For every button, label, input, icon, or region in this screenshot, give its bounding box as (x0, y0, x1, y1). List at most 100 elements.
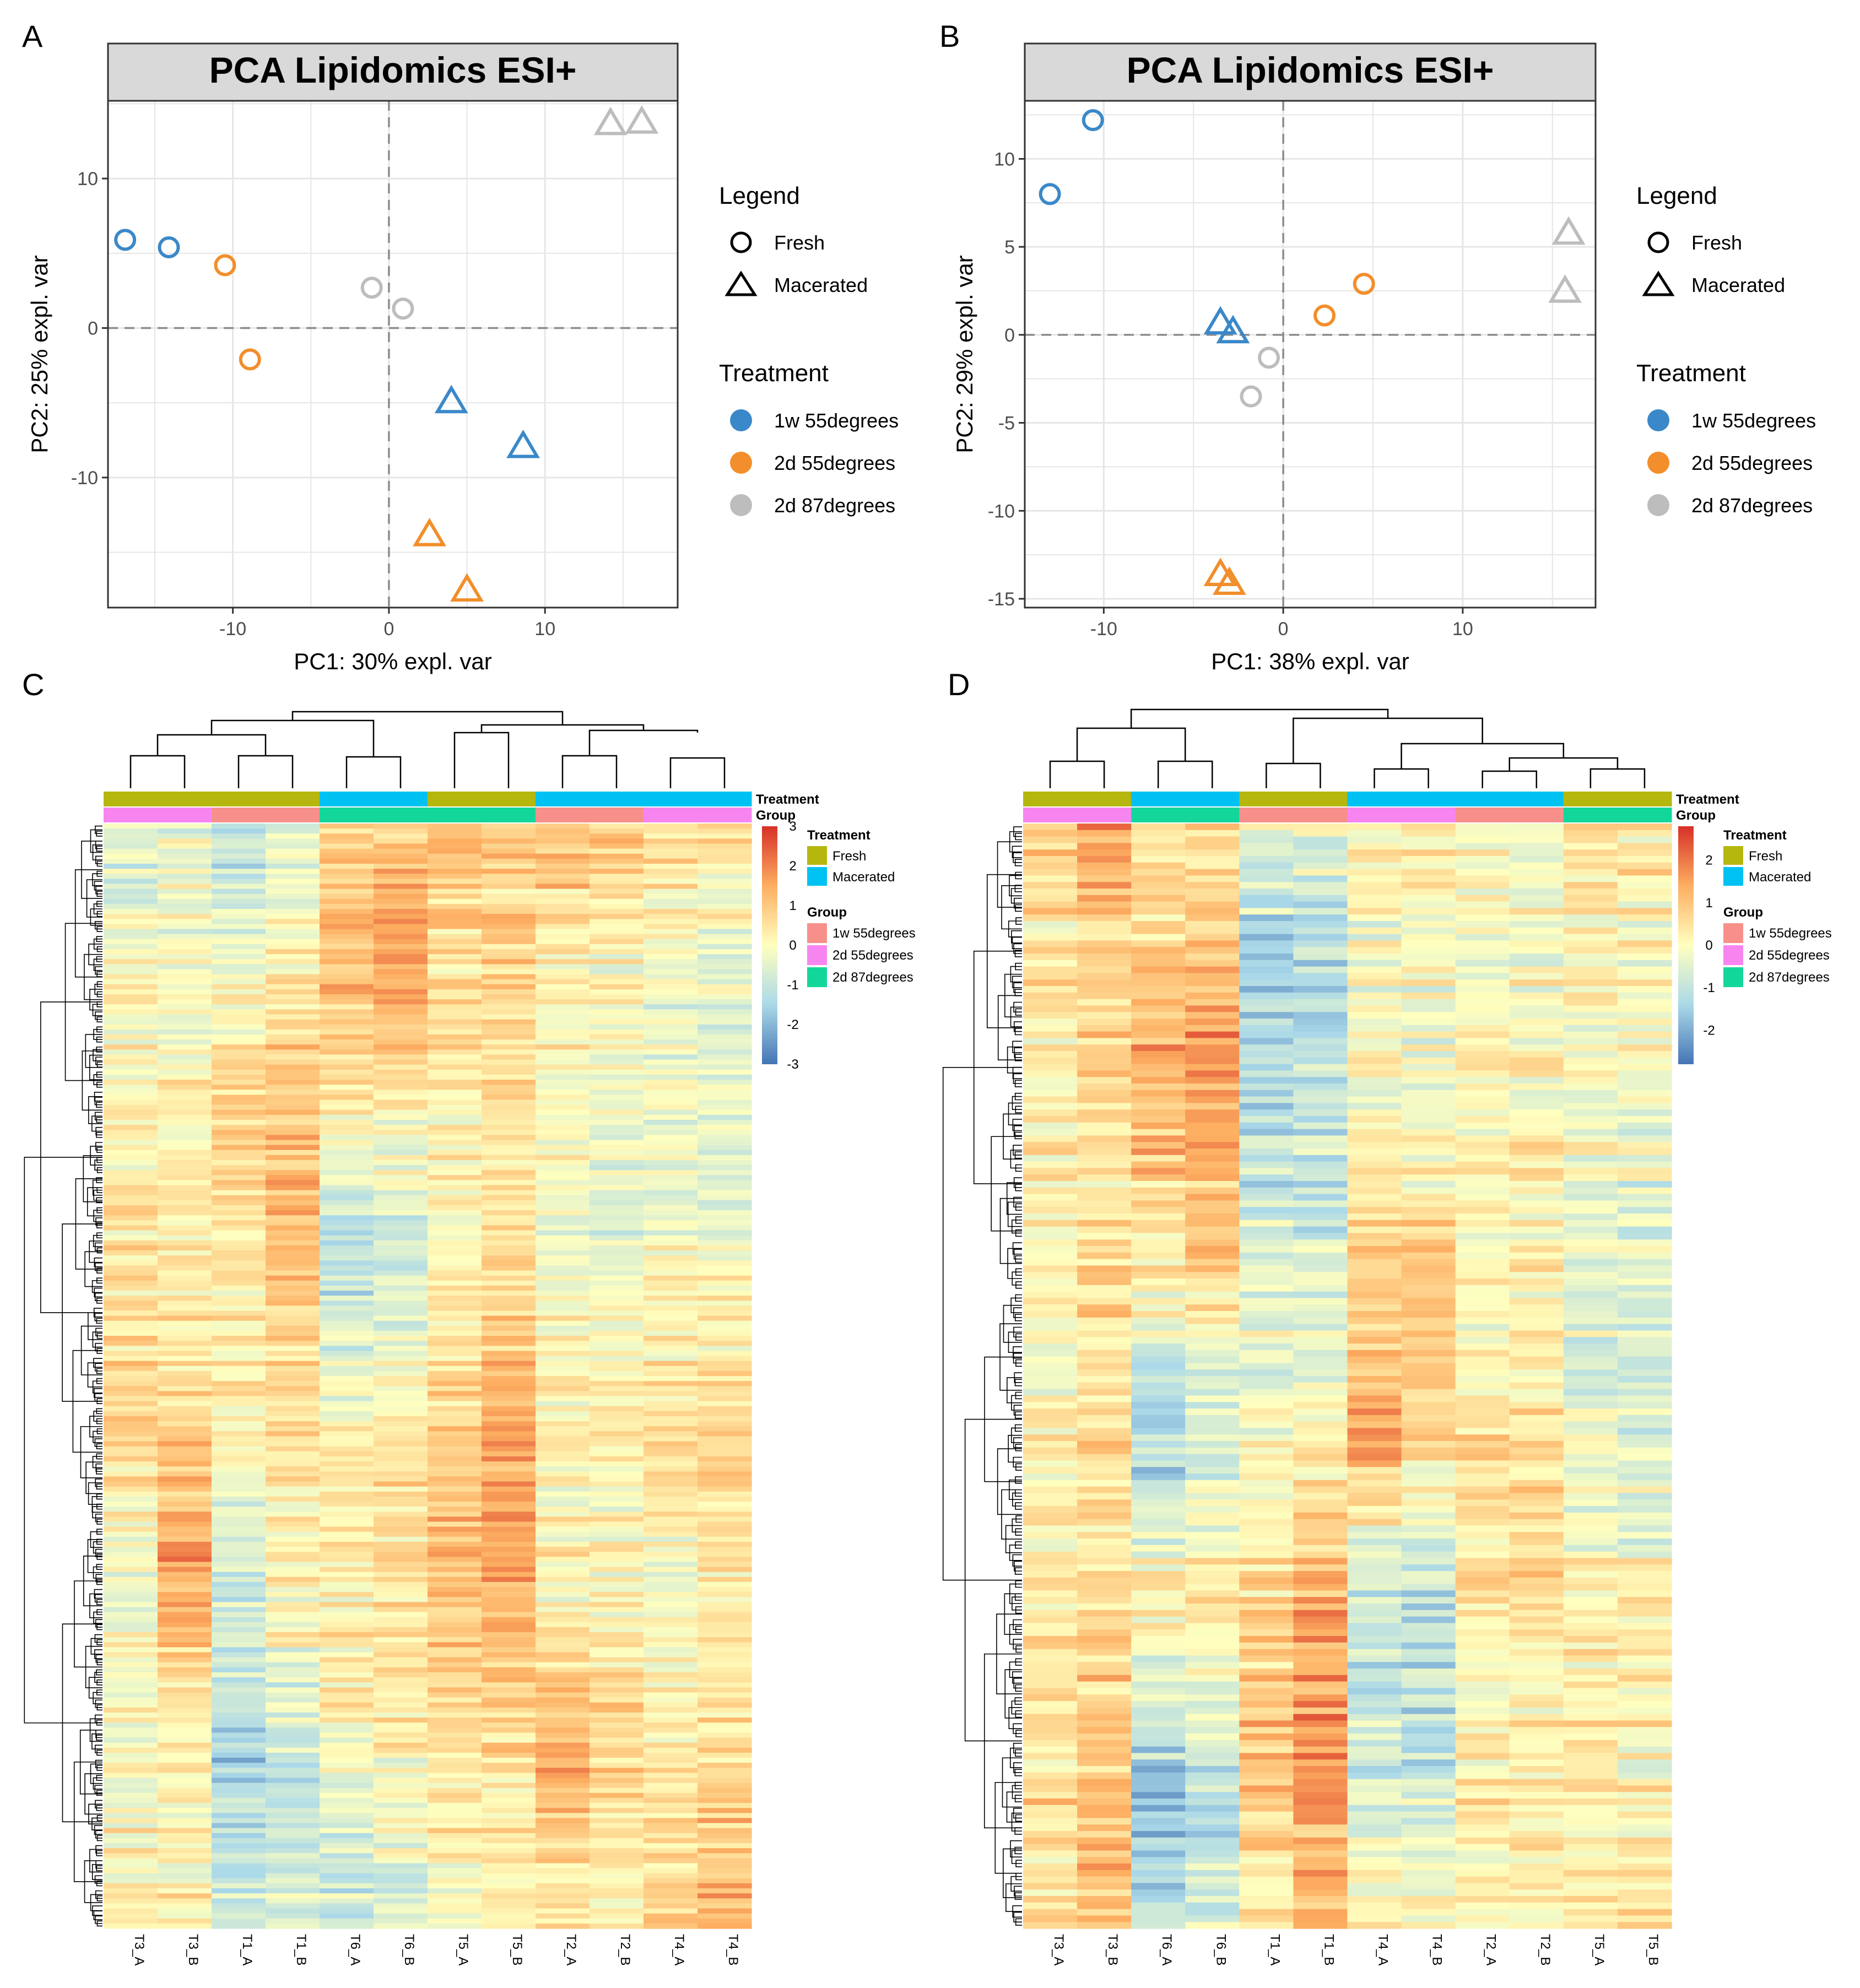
heatmap-cell (1077, 1369, 1132, 1377)
heatmap-cell (1077, 869, 1132, 876)
heatmap-cell (212, 1592, 266, 1597)
heatmap-cell (320, 934, 374, 940)
heatmap-cell (1347, 999, 1402, 1006)
heatmap-cell (644, 1416, 698, 1422)
heatmap-cell (590, 1054, 644, 1060)
heatmap-cell (1023, 875, 1078, 882)
heatmap-cell (644, 1707, 698, 1713)
heatmap-cell (1347, 914, 1402, 922)
heatmap-cell (320, 1602, 374, 1608)
heatmap-cell (428, 1908, 482, 1914)
heatmap-cell (266, 1341, 320, 1346)
heatmap-cell (320, 1296, 374, 1301)
heatmap-cell (1239, 1051, 1294, 1058)
annotation-name-treatment: Treatment (756, 792, 819, 807)
heatmap-cell (1563, 1246, 1618, 1253)
heatmap-cell (1455, 1324, 1510, 1331)
heatmap-cell (482, 853, 536, 859)
heatmap-cell (1185, 1279, 1240, 1286)
heatmap-cell (590, 1461, 644, 1467)
heatmap-cell (266, 1451, 320, 1457)
heatmap-cell (536, 1612, 590, 1618)
heatmap-cell (536, 1054, 590, 1060)
heatmap-cell (1455, 1655, 1510, 1662)
heatmap-cell (158, 1873, 212, 1879)
y-tick-label: 10 (77, 169, 98, 189)
heatmap-cell (320, 1095, 374, 1101)
heatmap-cell (698, 903, 752, 909)
heatmap-cell (1617, 1519, 1672, 1526)
heatmap-cell (644, 1547, 698, 1552)
heatmap-cell (536, 1306, 590, 1312)
heatmap-cell (590, 1833, 644, 1839)
heatmap-cell (266, 1757, 320, 1763)
heatmap-cell (320, 1346, 374, 1352)
heatmap-cell (158, 1085, 212, 1090)
heatmap-cell (1401, 1604, 1456, 1611)
heatmap-cell (1401, 1486, 1456, 1493)
heatmap-cell (1401, 1409, 1456, 1416)
heatmap-cell (266, 1336, 320, 1341)
heatmap-cell (1239, 1031, 1294, 1038)
heatmap-cell (1239, 1019, 1294, 1026)
heatmap-cell (1077, 1090, 1132, 1097)
heatmap-cell (1293, 1655, 1348, 1662)
heatmap-cell (698, 1662, 752, 1668)
group-annotation-cell (1185, 808, 1240, 822)
heatmap-cell (482, 1677, 536, 1683)
heatmap-cell (1185, 1571, 1240, 1578)
heatmap-cell (1401, 862, 1456, 870)
heatmap-cell (1563, 1344, 1618, 1351)
heatmap-cell (1347, 1155, 1402, 1162)
heatmap-cell (1509, 1785, 1564, 1792)
heatmap-cell (428, 869, 482, 874)
heatmap-cell (320, 1516, 374, 1523)
heatmap-cell (1347, 1298, 1402, 1305)
heatmap-cell (1185, 1675, 1240, 1682)
heatmap-cell (1617, 1421, 1672, 1428)
heatmap-cell (1239, 1844, 1294, 1851)
heatmap-cell (590, 979, 644, 985)
heatmap-cell (1185, 1824, 1240, 1832)
heatmap-cell (482, 989, 536, 995)
heatmap-cell (266, 1667, 320, 1673)
heatmap-cell (698, 1366, 752, 1372)
heatmap-cell (212, 1712, 266, 1718)
heatmap-cell (644, 1572, 698, 1578)
heatmap-cell (212, 1486, 266, 1492)
heatmap-cell (482, 1130, 536, 1135)
heatmap-cell (590, 1049, 644, 1055)
heatmap-cell (590, 1220, 644, 1226)
heatmap-cell (158, 1109, 212, 1115)
heatmap-cell (158, 1697, 212, 1703)
heatmap-cell (212, 1597, 266, 1602)
heatmap-cell (644, 1029, 698, 1035)
heatmap-cell (536, 1883, 590, 1889)
heatmap-cell (1077, 954, 1132, 961)
heatmap-cell (320, 838, 374, 844)
heatmap-cell (374, 1456, 428, 1462)
heatmap-cell (482, 909, 536, 914)
heatmap-cell (1239, 1109, 1294, 1117)
group-annotation-cell (1563, 808, 1618, 822)
heatmap-cell (374, 1039, 428, 1045)
heatmap-cell (266, 1787, 320, 1794)
heatmap-cell (590, 1757, 644, 1763)
heatmap-cell (1347, 1135, 1402, 1142)
heatmap-cell (536, 1346, 590, 1352)
heatmap-cell (1509, 1363, 1564, 1370)
heatmap-cell (1455, 1077, 1510, 1084)
heatmap-cell (104, 1235, 158, 1241)
heatmap-cell (698, 1581, 752, 1588)
heatmap-cell (644, 909, 698, 914)
heatmap-cell (1131, 979, 1186, 987)
heatmap-cell (428, 1808, 482, 1813)
panel-letter-c: C (22, 667, 44, 702)
heatmap-cell (320, 1255, 374, 1261)
heatmap-cell (266, 949, 320, 955)
heatmap-cell (1131, 1077, 1186, 1084)
heatmap-cell (698, 1913, 752, 1919)
heatmap-cell (1131, 1772, 1186, 1780)
heatmap-cell (1455, 1421, 1510, 1428)
